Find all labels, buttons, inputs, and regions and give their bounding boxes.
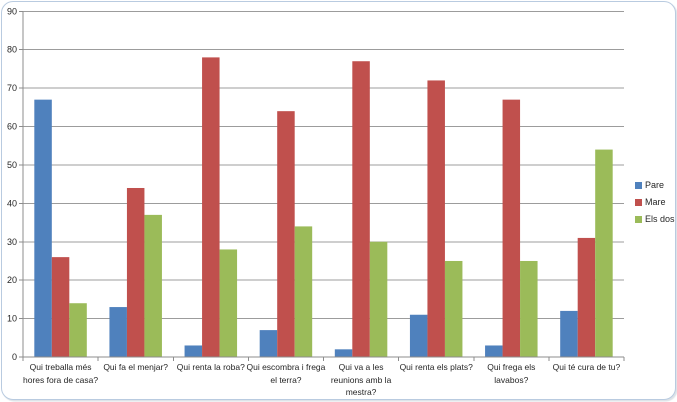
bar-pare[interactable] — [184, 345, 203, 357]
bar-els-dos[interactable] — [369, 241, 388, 357]
bar-mare[interactable] — [427, 80, 445, 357]
bar-els-dos[interactable] — [219, 249, 238, 357]
bar-mare[interactable] — [577, 237, 596, 357]
y-axis-label: 50 — [7, 160, 17, 170]
bar-pare[interactable] — [259, 330, 278, 357]
y-axis-label: 60 — [7, 122, 17, 132]
bar-mare[interactable] — [126, 187, 145, 357]
legend-label: Els dos — [645, 214, 675, 224]
bar-els-dos[interactable] — [144, 214, 162, 357]
legend-item-els-dos[interactable]: Els dos — [635, 214, 675, 224]
bar-pare[interactable] — [334, 349, 353, 357]
legend-swatch-mare — [635, 198, 642, 206]
bar-els-dos[interactable] — [69, 303, 87, 357]
y-axis-label: 70 — [7, 83, 17, 93]
y-axis-label: 0 — [12, 352, 17, 362]
bar-els-dos[interactable] — [520, 260, 538, 357]
bar-pare[interactable] — [34, 99, 52, 357]
y-axis-label: 10 — [7, 314, 17, 324]
bar-mare[interactable] — [502, 99, 521, 357]
legend-label: Mare — [645, 197, 666, 207]
legend-item-mare[interactable]: Mare — [635, 197, 675, 207]
bar-pare[interactable] — [409, 314, 428, 357]
legend-swatch-pare — [635, 181, 642, 189]
bar-els-dos[interactable] — [294, 226, 313, 357]
bar-pare[interactable] — [485, 345, 503, 357]
y-axis-label: 30 — [7, 237, 17, 247]
bar-pare[interactable] — [109, 307, 127, 357]
y-axis-label: 40 — [7, 198, 17, 208]
legend: Pare Mare Els dos — [635, 180, 675, 231]
y-axis-label: 90 — [7, 6, 17, 16]
bar-mare[interactable] — [202, 57, 220, 357]
bar-mare[interactable] — [51, 257, 70, 357]
bar-mare[interactable] — [277, 111, 295, 358]
y-axis-label: 20 — [7, 275, 17, 285]
legend-item-pare[interactable]: Pare — [635, 180, 675, 190]
bar-els-dos[interactable] — [444, 260, 463, 357]
bar-mare[interactable] — [352, 61, 370, 358]
bar-els-dos[interactable] — [595, 149, 613, 357]
bar-pare[interactable] — [560, 310, 578, 357]
y-axis-label: 80 — [7, 45, 17, 55]
legend-label: Pare — [645, 180, 665, 190]
legend-swatch-els-dos — [635, 215, 642, 223]
